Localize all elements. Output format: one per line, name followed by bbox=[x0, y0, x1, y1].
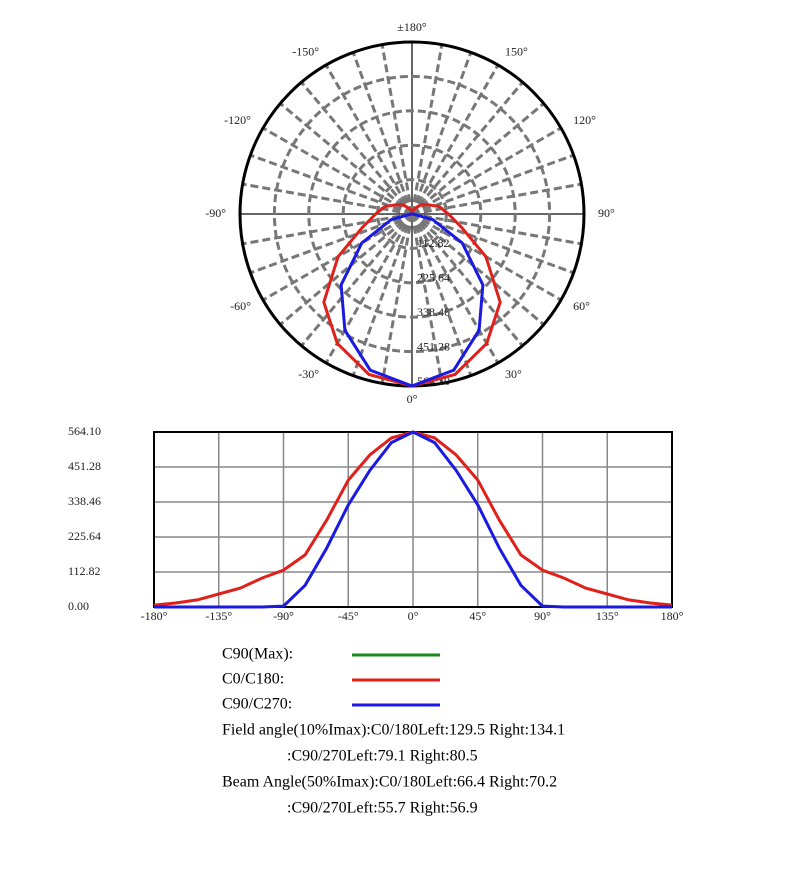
x-tick-label: 90° bbox=[534, 609, 551, 623]
spoke bbox=[351, 51, 414, 215]
r-tick-label: 112.82 bbox=[417, 236, 450, 250]
spoke bbox=[380, 213, 414, 384]
spoke bbox=[279, 212, 413, 326]
spoke bbox=[324, 64, 414, 215]
x-tick-label: -180° bbox=[141, 609, 168, 623]
theta-tick-label: -30° bbox=[298, 367, 319, 381]
y-tick-label: 225.64 bbox=[68, 529, 101, 543]
spoke bbox=[410, 213, 524, 347]
spoke bbox=[410, 44, 444, 215]
spoke bbox=[410, 213, 473, 377]
note: :C90/270Left:79.1 Right:80.5 bbox=[287, 748, 478, 765]
line-curve bbox=[154, 430, 672, 609]
spoke bbox=[324, 213, 414, 364]
spoke bbox=[411, 102, 545, 216]
theta-tick-label: 0° bbox=[407, 392, 418, 406]
spoke bbox=[351, 213, 414, 377]
legend-label: C90/C270: bbox=[222, 696, 292, 713]
r-tick-label: 451.28 bbox=[417, 339, 450, 353]
theta-tick-label: -120° bbox=[224, 113, 251, 127]
x-tick-label: -90° bbox=[273, 609, 294, 623]
spoke bbox=[279, 102, 413, 216]
theta-tick-label: -150° bbox=[292, 45, 319, 59]
spoke bbox=[411, 126, 562, 216]
spoke bbox=[411, 153, 575, 216]
theta-tick-label: 90° bbox=[598, 206, 615, 220]
theta-tick-label: -60° bbox=[230, 299, 251, 313]
y-tick-label: 451.28 bbox=[68, 459, 101, 473]
spoke bbox=[380, 44, 414, 215]
x-tick-label: -45° bbox=[338, 609, 359, 623]
x-tick-label: 0° bbox=[408, 609, 419, 623]
theta-tick-label: 120° bbox=[573, 113, 596, 127]
y-tick-label: 112.82 bbox=[68, 564, 101, 578]
spoke bbox=[410, 51, 473, 215]
theta-tick-label: -90° bbox=[205, 206, 226, 220]
spoke bbox=[410, 213, 500, 364]
y-tick-label: 564.10 bbox=[68, 424, 101, 438]
spoke bbox=[410, 213, 444, 384]
note: Beam Angle(50%Imax):C0/180Left:66.4 Righ… bbox=[222, 774, 557, 791]
theta-tick-label: 150° bbox=[505, 45, 528, 59]
spoke bbox=[242, 212, 413, 246]
x-tick-label: 45° bbox=[469, 609, 486, 623]
r-tick-label: 225.64 bbox=[417, 271, 450, 285]
theta-tick-label: ±180° bbox=[397, 20, 427, 34]
legend-label: C90(Max): bbox=[222, 646, 293, 663]
spoke bbox=[300, 81, 414, 215]
spoke bbox=[411, 212, 545, 326]
spoke bbox=[262, 126, 413, 216]
ring bbox=[272, 74, 552, 354]
spoke bbox=[410, 81, 524, 215]
x-tick-label: -135° bbox=[205, 609, 232, 623]
ring bbox=[307, 109, 517, 319]
spoke bbox=[249, 153, 413, 216]
r-tick-label: 338.46 bbox=[417, 305, 450, 319]
theta-tick-label: 60° bbox=[573, 299, 590, 313]
x-tick-label: 135° bbox=[596, 609, 619, 623]
legend-label: C0/C180: bbox=[222, 671, 284, 688]
y-tick-label: 0.00 bbox=[68, 599, 89, 613]
spoke bbox=[410, 64, 500, 215]
polar-curve bbox=[339, 212, 485, 388]
note: :C90/270Left:55.7 Right:56.9 bbox=[287, 800, 478, 817]
spoke bbox=[300, 213, 414, 347]
x-tick-label: 180° bbox=[661, 609, 684, 623]
y-tick-label: 338.46 bbox=[68, 494, 101, 508]
spoke bbox=[411, 212, 582, 246]
note: Field angle(10%Imax):C0/180Left:129.5 Ri… bbox=[222, 722, 565, 739]
theta-tick-label: 30° bbox=[505, 367, 522, 381]
